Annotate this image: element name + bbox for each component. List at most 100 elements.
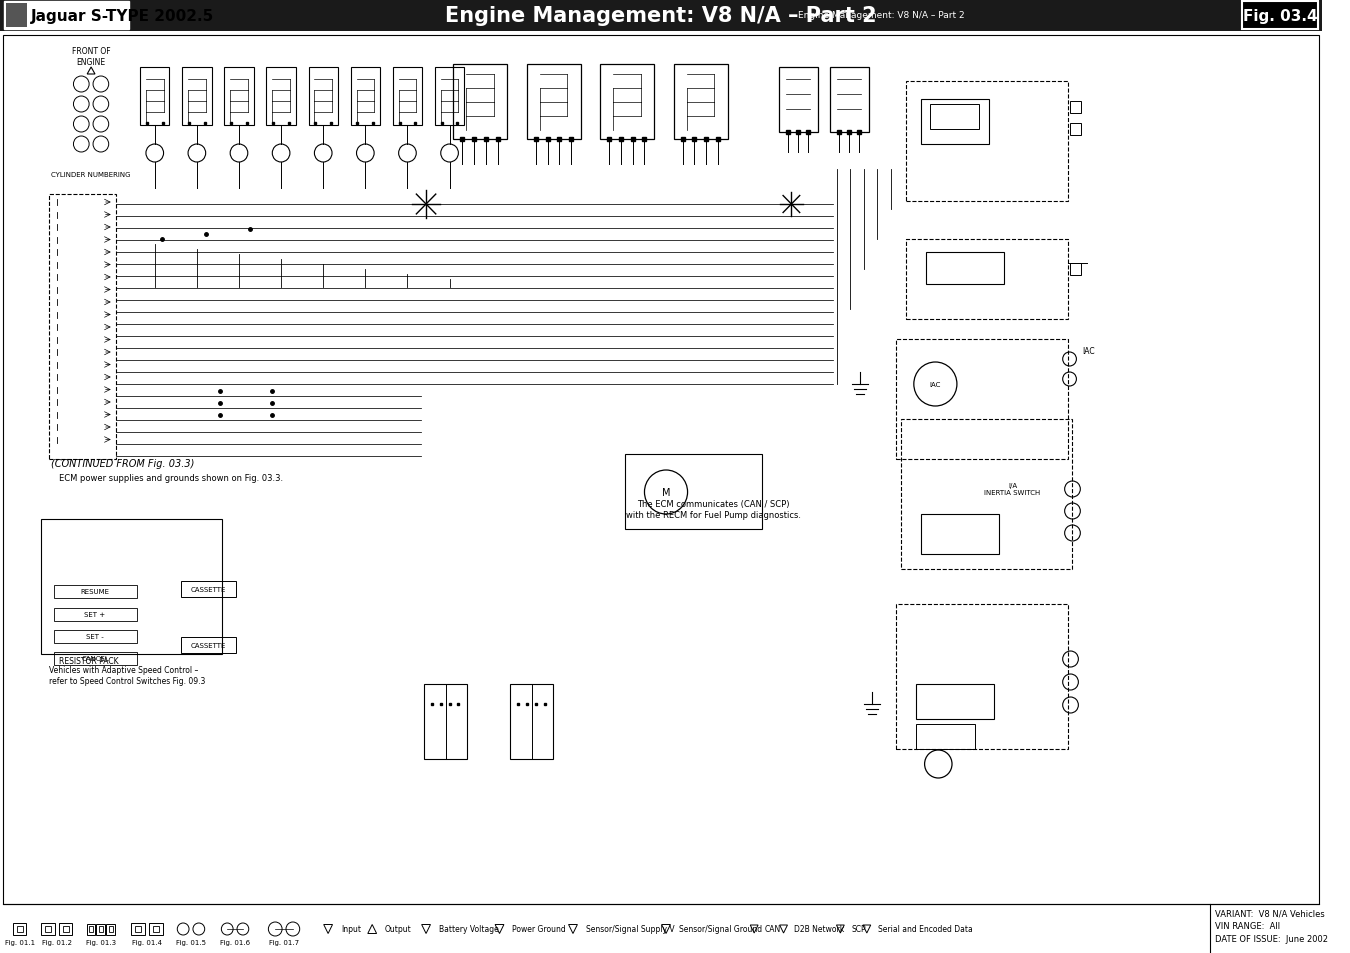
Bar (625, 455, 761, 530)
Text: IAC: IAC (1083, 347, 1095, 356)
Text: Output: Output (385, 924, 412, 934)
Bar (4, 2, 130, 30)
Bar (59, 923, 73, 935)
Text: CANCEL: CANCEL (81, 656, 109, 661)
Bar (915, 724, 975, 749)
Bar (926, 253, 1004, 285)
Bar (182, 68, 212, 126)
Text: DATE OF ISSUE:  June 2002: DATE OF ISSUE: June 2002 (1215, 935, 1327, 943)
Text: RESISTOR PACK: RESISTOR PACK (59, 657, 119, 666)
Bar (906, 240, 1068, 319)
Bar (107, 923, 115, 935)
Text: Battery Voltage: Battery Voltage (439, 924, 498, 934)
Bar (915, 684, 994, 720)
Text: M: M (662, 488, 670, 497)
Bar (54, 608, 138, 621)
Bar (896, 339, 1068, 459)
Bar (148, 923, 162, 935)
Text: Jaguar S-TYPE 2002.5: Jaguar S-TYPE 2002.5 (31, 9, 215, 24)
Bar (109, 926, 112, 932)
Bar (45, 926, 51, 932)
Bar (1069, 124, 1081, 136)
Text: The ECM communicates (CAN / SCP)
with the RECM for Fuel Pump diagnostics.: The ECM communicates (CAN / SCP) with th… (625, 499, 801, 519)
Bar (5, 4, 27, 28)
Bar (906, 82, 1068, 202)
Text: SET +: SET + (85, 612, 105, 618)
Text: CASSETTE: CASSETTE (190, 586, 227, 593)
Bar (89, 926, 93, 932)
Bar (900, 419, 1072, 569)
Text: Input: Input (340, 924, 360, 934)
Bar (921, 100, 990, 145)
Bar (16, 926, 23, 932)
Text: Fig. 01.2: Fig. 01.2 (42, 939, 72, 945)
Text: Power Ground: Power Ground (512, 924, 566, 934)
Bar (510, 684, 554, 760)
Bar (601, 65, 655, 140)
Bar (12, 923, 27, 935)
Bar (96, 923, 105, 935)
Text: Fig. 03.4: Fig. 03.4 (1243, 9, 1318, 24)
Text: Engine Management: V8 N/A – Part 2: Engine Management: V8 N/A – Part 2 (798, 11, 965, 20)
Text: I/A
INERTIA SWITCH: I/A INERTIA SWITCH (984, 483, 1041, 496)
Bar (181, 581, 236, 598)
Text: FRONT OF
ENGINE: FRONT OF ENGINE (72, 48, 111, 67)
Text: Fig. 01.6: Fig. 01.6 (220, 939, 250, 945)
Text: RESUME: RESUME (81, 588, 109, 595)
Bar (153, 926, 159, 932)
Bar (135, 926, 142, 932)
Bar (1069, 102, 1081, 113)
Text: Vehicles with Adaptive Speed Control –
refer to Speed Control Switches Fig. 09.3: Vehicles with Adaptive Speed Control – r… (49, 665, 205, 685)
Text: SCP: SCP (850, 924, 865, 934)
Bar (49, 194, 116, 459)
Bar (830, 68, 869, 132)
Text: Sensor/Signal Supply V: Sensor/Signal Supply V (586, 924, 675, 934)
Text: CYLINDER NUMBERING: CYLINDER NUMBERING (51, 172, 131, 178)
Text: Fig. 01.7: Fig. 01.7 (269, 939, 300, 945)
Bar (86, 923, 96, 935)
Bar (351, 68, 379, 126)
Bar (393, 68, 423, 126)
Bar (424, 684, 467, 760)
Bar (0, 0, 1322, 32)
Bar (674, 65, 728, 140)
Bar (54, 585, 138, 598)
Bar (266, 68, 296, 126)
Bar (896, 604, 1068, 749)
Text: Serial and Encoded Data: Serial and Encoded Data (878, 924, 972, 934)
Bar (435, 68, 464, 126)
Bar (181, 638, 236, 654)
Bar (454, 65, 508, 140)
Text: CAN: CAN (765, 924, 782, 934)
Bar (62, 926, 69, 932)
Bar (1242, 2, 1319, 30)
Text: Engine Management: V8 N/A – Part 2: Engine Management: V8 N/A – Part 2 (446, 6, 878, 26)
Bar (54, 630, 138, 643)
Bar (309, 68, 338, 126)
Text: VARIANT:  V8 N/A Vehicles: VARIANT: V8 N/A Vehicles (1215, 908, 1324, 918)
Text: Fig. 01.4: Fig. 01.4 (132, 939, 162, 945)
Text: VIN RANGE:  All: VIN RANGE: All (1215, 922, 1280, 930)
Bar (779, 68, 818, 132)
Bar (40, 923, 55, 935)
Bar (54, 652, 138, 665)
Text: SET -: SET - (86, 634, 104, 639)
Text: ECM power supplies and grounds shown on Fig. 03.3.: ECM power supplies and grounds shown on … (59, 474, 283, 483)
Text: D2B Network: D2B Network (794, 924, 845, 934)
Bar (40, 519, 223, 655)
Text: Fig. 01.3: Fig. 01.3 (86, 939, 116, 945)
Bar (1069, 264, 1081, 275)
Text: Sensor/Signal Ground: Sensor/Signal Ground (679, 924, 761, 934)
Bar (224, 68, 254, 126)
Bar (99, 926, 103, 932)
Bar (921, 515, 999, 555)
Bar (131, 923, 144, 935)
Bar (526, 65, 580, 140)
Text: Fig. 01.5: Fig. 01.5 (176, 939, 207, 945)
Text: (CONTINUED FROM Fig. 03.3): (CONTINUED FROM Fig. 03.3) (51, 458, 194, 469)
Text: CASSETTE: CASSETTE (190, 642, 227, 648)
Bar (930, 105, 980, 130)
Bar (140, 68, 170, 126)
Text: Fig. 01.1: Fig. 01.1 (4, 939, 35, 945)
Text: IAC: IAC (930, 381, 941, 388)
